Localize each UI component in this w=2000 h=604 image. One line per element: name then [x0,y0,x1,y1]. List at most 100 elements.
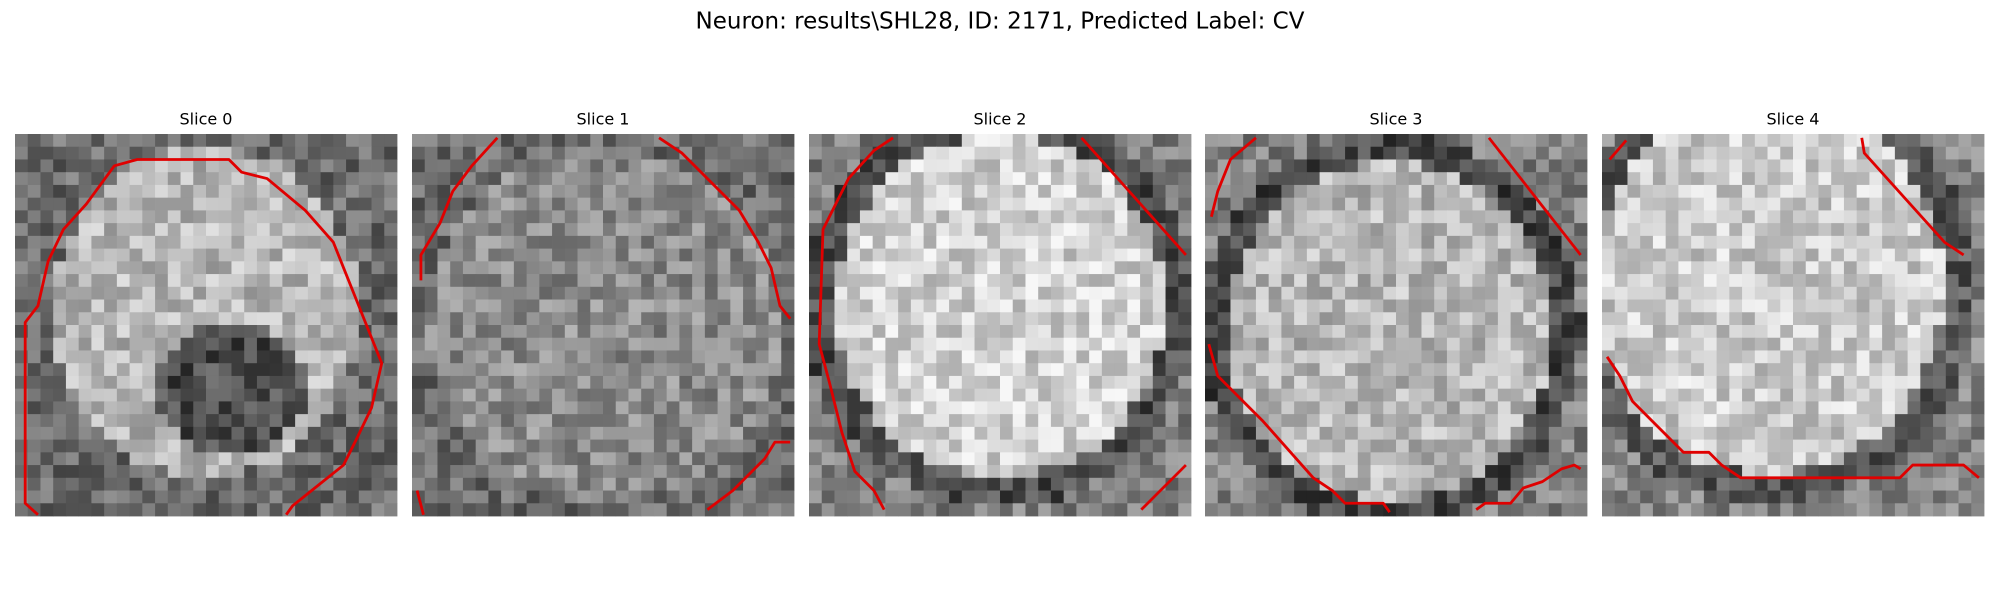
pixel [847,146,861,160]
pixel [358,503,372,517]
pixel [1140,159,1154,173]
pixel [371,503,385,517]
pixel [847,197,861,211]
pixel [1602,210,1616,224]
pixel [91,350,105,364]
pixel [834,375,848,390]
pixel [987,248,1001,262]
pixel [424,146,438,160]
pixel [40,401,54,415]
pixel [1332,286,1346,300]
pixel [590,477,604,491]
pixel [1703,184,1717,199]
pixel [384,146,398,160]
pixel [1089,503,1103,517]
pixel [885,146,899,160]
pixel [717,184,731,199]
pixel [1561,452,1575,466]
pixel [1012,503,1026,517]
pixel [1446,261,1461,275]
pixel [27,210,41,224]
pixel [1933,401,1947,415]
pixel [462,325,477,339]
pixel [1843,299,1858,313]
pixel [462,235,477,249]
pixel [358,172,372,186]
contour [1080,136,1187,256]
pixel [1882,146,1896,160]
pixel [1894,439,1908,453]
pixel [872,172,886,186]
pixel [462,299,477,313]
pixel [1038,286,1052,300]
pixel [1038,184,1052,199]
pixel [346,465,360,479]
pixel [526,299,540,313]
pixel [564,414,578,428]
pixel [936,134,950,148]
pixel [603,325,617,339]
pixel [1561,286,1575,300]
pixel [1294,299,1308,313]
pixel [1958,248,1972,262]
pixel [475,503,489,517]
pixel [1523,363,1537,377]
pixel [65,452,80,466]
pixel [1268,414,1282,428]
pixel [936,274,950,288]
pixel [987,414,1001,428]
pixel [1691,401,1705,415]
pixel [437,401,451,415]
pixel [755,477,769,491]
pixel [1945,299,1959,313]
pixel [1281,312,1295,326]
contour [415,490,425,516]
pixel [961,274,975,288]
pixel [104,286,118,300]
pixel [180,274,194,288]
pixel [885,375,899,390]
pixel [1602,426,1616,440]
pixel [218,146,232,160]
pixel [1805,490,1819,504]
pixel [1345,490,1359,504]
pixel [949,197,963,211]
pixel [1510,388,1524,402]
pixel [1843,325,1858,339]
pixel [885,274,899,288]
pixel [1793,274,1807,288]
pixel [65,439,80,453]
pixel [1396,274,1410,288]
pixel [768,223,782,237]
pixel [475,210,489,224]
pixel [910,503,924,517]
pixel [1703,465,1717,479]
pixel [1025,172,1039,186]
pixel [859,197,874,211]
pixel [1831,210,1845,224]
pixel [475,363,489,377]
pixel [475,299,489,313]
pixel [1205,210,1219,224]
pixel [704,375,718,390]
pixel [1665,490,1679,504]
pixel [987,452,1001,466]
pixel [961,452,975,466]
pixel [1255,490,1270,504]
pixel [821,401,835,415]
pixel [1678,363,1692,377]
pixel [679,439,693,453]
pixel [1780,426,1794,440]
pixel [488,261,502,275]
pixel [615,363,629,377]
pixel [1640,375,1654,390]
pixel [1408,223,1422,237]
pixel [1793,184,1807,199]
pixel [1114,503,1128,517]
pixel [1446,388,1461,402]
pixel [282,172,296,186]
pixel [116,388,130,402]
pixel [768,197,782,211]
pixel [526,146,540,160]
pixel [987,363,1001,377]
